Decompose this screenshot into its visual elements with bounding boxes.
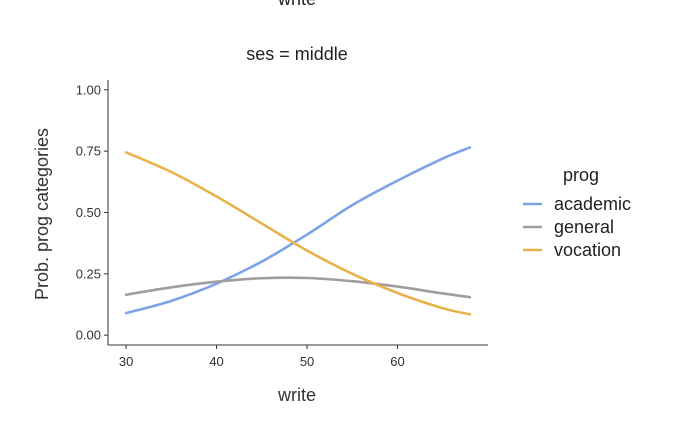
x-tick-label: 50 [300,354,314,369]
x-axis: 30 40 50 60 [108,344,488,369]
y-tick-label: 0.75 [76,144,101,159]
plot-area [124,146,472,316]
x-tick-label: 30 [119,354,133,369]
series-line-general [124,276,472,299]
legend-label-vocation: vocation [554,240,621,260]
y-tick-label: 1.00 [76,82,101,97]
y-tick-label: 0.25 [76,266,101,281]
series-line-vocation [124,151,472,316]
series-line-academic [124,146,472,315]
legend: prog academic general vocation [523,165,631,260]
x-tick-label: 40 [209,354,223,369]
x-axis-title: write [277,385,316,405]
legend-title: prog [563,165,599,185]
y-tick-label: 0.50 [76,205,101,220]
top-title-partial: write [277,0,316,9]
legend-label-academic: academic [554,194,631,214]
y-axis-title: Prob. prog categories [32,128,52,300]
legend-label-general: general [554,217,614,237]
y-axis: 0.00 0.25 0.50 0.75 1.00 [76,80,109,345]
y-tick-label: 0.00 [76,328,101,343]
facet-title: ses = middle [246,44,348,64]
x-tick-label: 60 [390,354,404,369]
